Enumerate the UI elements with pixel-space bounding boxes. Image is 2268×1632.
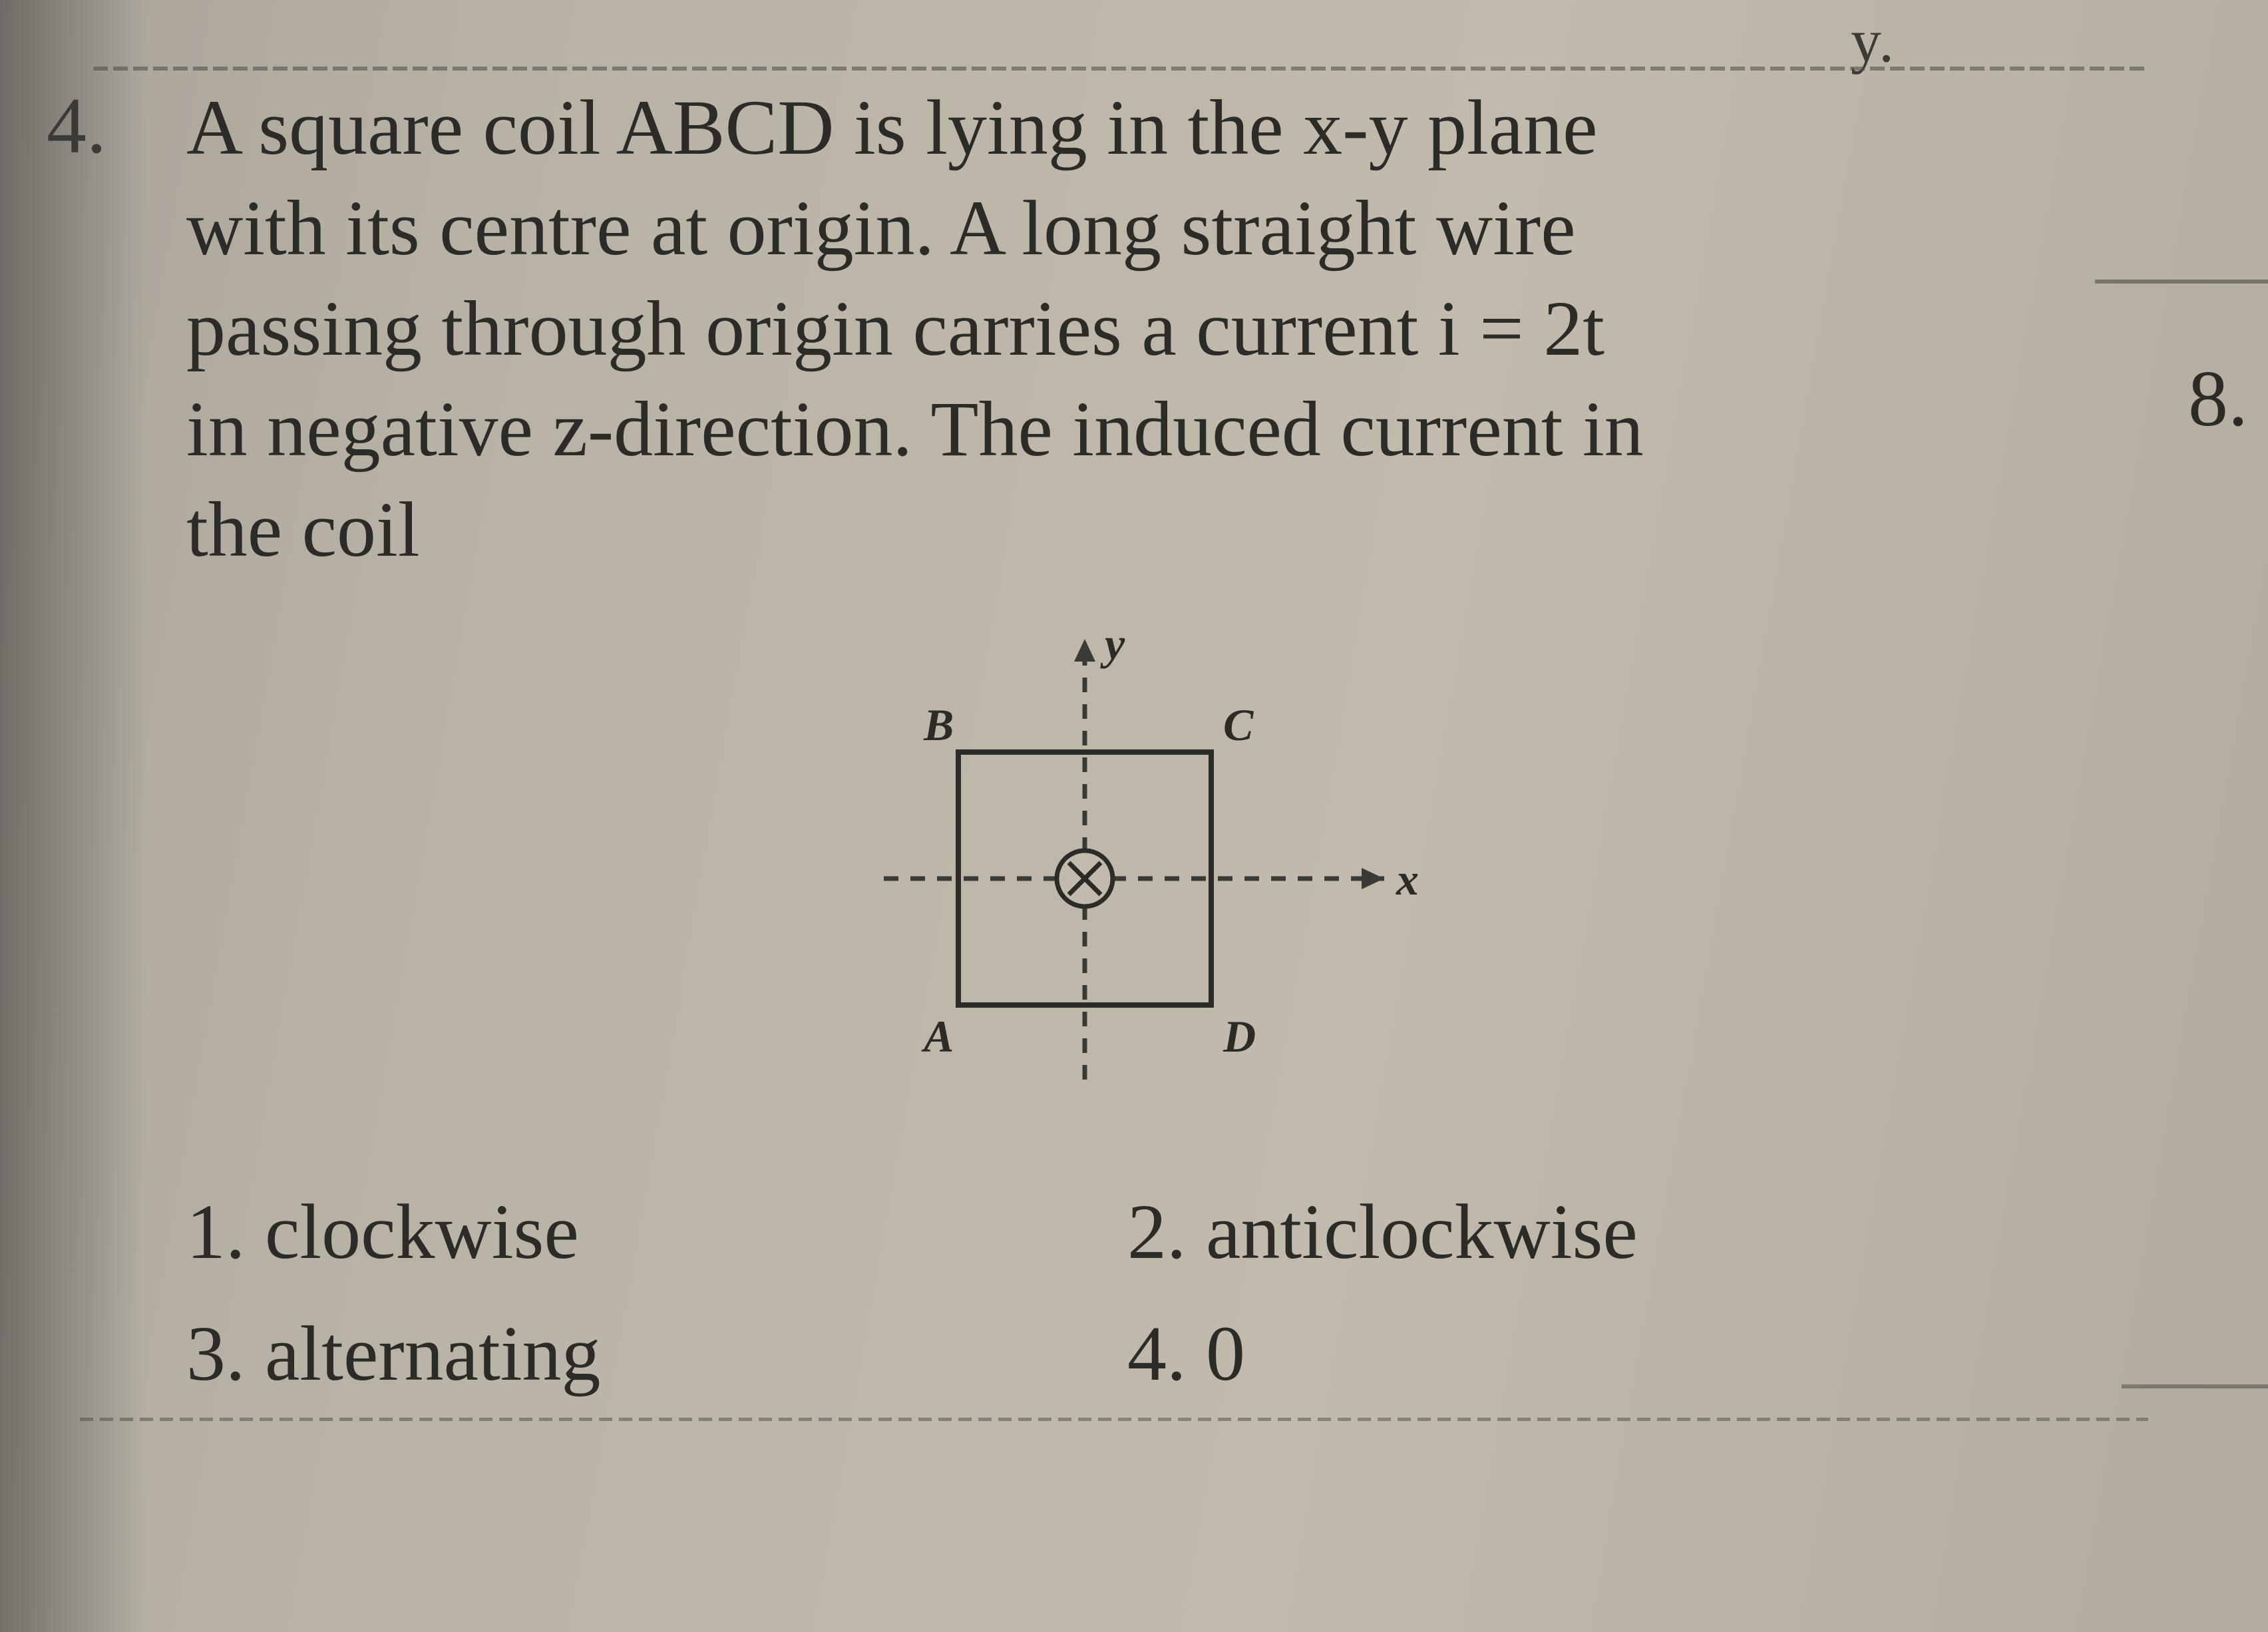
separator-top (93, 67, 2148, 71)
question-line: in negative z-direction. The induced cur… (186, 379, 2055, 479)
svg-text:x: x (1396, 854, 1419, 905)
option-3: 3. alternating (186, 1293, 1127, 1415)
answer-options: 1. clockwise 2. anticlockwise 3. alterna… (186, 1171, 2068, 1415)
option-row: 3. alternating 4. 0 (186, 1293, 2068, 1415)
option-4: 4. 0 (1127, 1293, 2068, 1415)
svg-text:B: B (923, 700, 954, 750)
question-line: passing through origin carries a current… (186, 278, 2055, 379)
margin-separator (2095, 280, 2268, 284)
question-line: the coil (186, 479, 2055, 580)
coil-diagram: y x B C A D (878, 626, 1477, 1131)
margin-separator-bottom (2122, 1384, 2268, 1388)
question-text: A square coil ABCD is lying in the x-y p… (186, 77, 2055, 580)
next-question-number: 8. (2188, 353, 2248, 445)
question-line: with its centre at origin. A long straig… (186, 178, 2055, 278)
option-1: 1. clockwise (186, 1171, 1127, 1293)
page: y. 4. A square coil ABCD is lying in the… (0, 0, 2268, 1632)
svg-text:C: C (1223, 700, 1254, 750)
svg-text:A: A (921, 1011, 954, 1062)
option-row: 1. clockwise 2. anticlockwise (186, 1171, 2068, 1293)
svg-text:y: y (1100, 626, 1125, 669)
prev-line-fragment: y. (1851, 5, 1895, 76)
question-line: A square coil ABCD is lying in the x-y p… (186, 77, 2055, 178)
diagram-svg: y x B C A D (878, 626, 1477, 1131)
page-gutter-shadow (0, 0, 146, 1632)
option-2: 2. anticlockwise (1127, 1171, 2068, 1293)
svg-text:D: D (1223, 1011, 1256, 1062)
question-number: 4. (47, 80, 106, 172)
separator-bottom (80, 1418, 2148, 1421)
